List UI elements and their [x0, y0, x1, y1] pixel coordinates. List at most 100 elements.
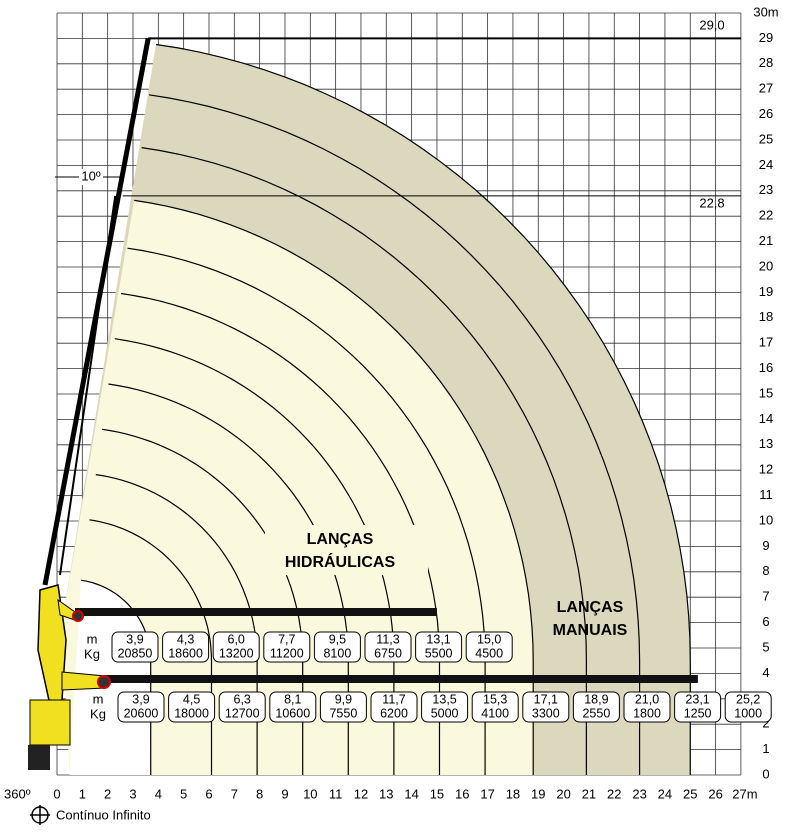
x-tick-label: 14	[404, 786, 418, 801]
load-value: 2550	[582, 706, 610, 720]
load-value: 5500	[425, 646, 453, 660]
load-value: 12700	[225, 706, 260, 720]
y-tick-label: 13	[759, 436, 773, 451]
leg	[28, 745, 50, 770]
load-value: 8100	[323, 646, 351, 660]
reach-value: 15,3	[483, 692, 507, 706]
load-box	[263, 631, 311, 663]
y-tick-label: 1	[762, 741, 769, 756]
crane-body	[28, 584, 111, 770]
y-tick-label: 28	[759, 55, 773, 70]
booms	[42, 37, 741, 683]
y-tick-label: 23	[759, 182, 773, 197]
reach-arc	[127, 247, 486, 776]
reach-value: 9,5	[329, 632, 346, 646]
load-box	[212, 631, 260, 663]
zones	[62, 43, 691, 776]
y-tick-label: 17	[759, 335, 773, 350]
y-tick-label: 11	[759, 487, 773, 502]
load-value: 1800	[633, 706, 661, 720]
reach-value: 18,9	[584, 692, 608, 706]
y-tick-label: 14	[759, 411, 773, 426]
load-value: 4500	[475, 646, 503, 660]
load-box	[269, 691, 317, 723]
load-box	[674, 691, 722, 723]
y-tick-label: 18	[759, 309, 773, 324]
load-box	[471, 691, 519, 723]
y-tick-label: 5	[762, 639, 769, 654]
load-box	[313, 631, 361, 663]
x-tick-label: 4	[155, 786, 162, 801]
y-tick-label: 2	[762, 716, 769, 731]
load-box	[162, 631, 210, 663]
load-value: 3300	[532, 706, 560, 720]
x-tick-label: 25	[683, 786, 697, 801]
annotation: 10º	[81, 168, 100, 183]
rotation-label: Contínuo Infinito	[56, 807, 151, 822]
reach-value: 9,9	[335, 692, 352, 706]
base	[29, 699, 71, 746]
label-bg	[265, 525, 428, 575]
reach-value: 17,1	[534, 692, 558, 706]
reach-arc	[155, 43, 691, 776]
y-tick-label: 15	[759, 385, 773, 400]
y-tick-label: 26	[759, 106, 773, 121]
annotation: 22,8	[699, 195, 724, 210]
x-tick-label: 9	[281, 786, 288, 801]
x-tick-label: 27m	[732, 786, 757, 801]
annotation: 29,0	[699, 17, 724, 32]
zone-label: LANÇAS	[307, 531, 374, 548]
x-tick-label: 20	[556, 786, 570, 801]
load-value: 11200	[270, 646, 304, 660]
labels: 0123456789101112131415161718192021222324…	[4, 4, 779, 822]
load-box	[111, 631, 159, 663]
x-tick-label: 6	[205, 786, 212, 801]
unit-label: m	[93, 691, 104, 706]
load-value: 1000	[734, 706, 762, 720]
x-tick-label: 11	[329, 786, 343, 801]
y-tick-label: 9	[762, 538, 769, 553]
upper-boom	[75, 608, 437, 616]
load-value: 18000	[174, 706, 209, 720]
load-box	[421, 691, 469, 723]
reach-arc	[148, 94, 641, 776]
pivot	[72, 610, 84, 622]
x-tick-label: 10	[303, 786, 317, 801]
reach-value: 4,5	[183, 692, 200, 706]
rotation-angle: 360º	[4, 786, 31, 801]
load-value: 13200	[219, 646, 254, 660]
load-value: 7550	[329, 706, 357, 720]
reach-value: 6,0	[228, 632, 245, 646]
y-tick-label: 12	[759, 462, 773, 477]
x-tick-label: 0	[53, 786, 60, 801]
load-value: 1250	[684, 706, 712, 720]
reach-arc	[134, 199, 534, 776]
y-tick-label: 0	[762, 766, 769, 781]
load-box	[623, 691, 671, 723]
load-value: 6750	[374, 646, 402, 660]
load-box	[522, 691, 570, 723]
y-tick-label: 30m	[753, 4, 778, 19]
zone-label: HIDRÁULICAS	[285, 552, 396, 571]
y-tick-label: 22	[759, 208, 773, 223]
x-tick-label: 13	[379, 786, 393, 801]
reach-value: 13,1	[426, 632, 450, 646]
reach-arc	[114, 338, 395, 776]
x-tick-label: 24	[658, 786, 672, 801]
reach-value: 11,7	[382, 692, 405, 706]
reach-value: 21,0	[635, 692, 659, 706]
x-tick-label: 15	[430, 786, 444, 801]
zone-fill	[62, 200, 534, 775]
load-box	[465, 631, 513, 663]
load-value: 18600	[168, 646, 203, 660]
reach-value: 13,5	[432, 692, 456, 706]
y-tick-label: 10	[759, 512, 773, 527]
y-tick-label: 4	[762, 665, 769, 680]
reach-arc	[95, 474, 258, 776]
main-boom	[42, 37, 151, 586]
reach-value: 3,9	[132, 692, 149, 706]
reach-value: 7,7	[278, 632, 295, 646]
x-tick-label: 19	[531, 786, 545, 801]
x-tick-label: 26	[708, 786, 722, 801]
x-tick-label: 16	[455, 786, 469, 801]
